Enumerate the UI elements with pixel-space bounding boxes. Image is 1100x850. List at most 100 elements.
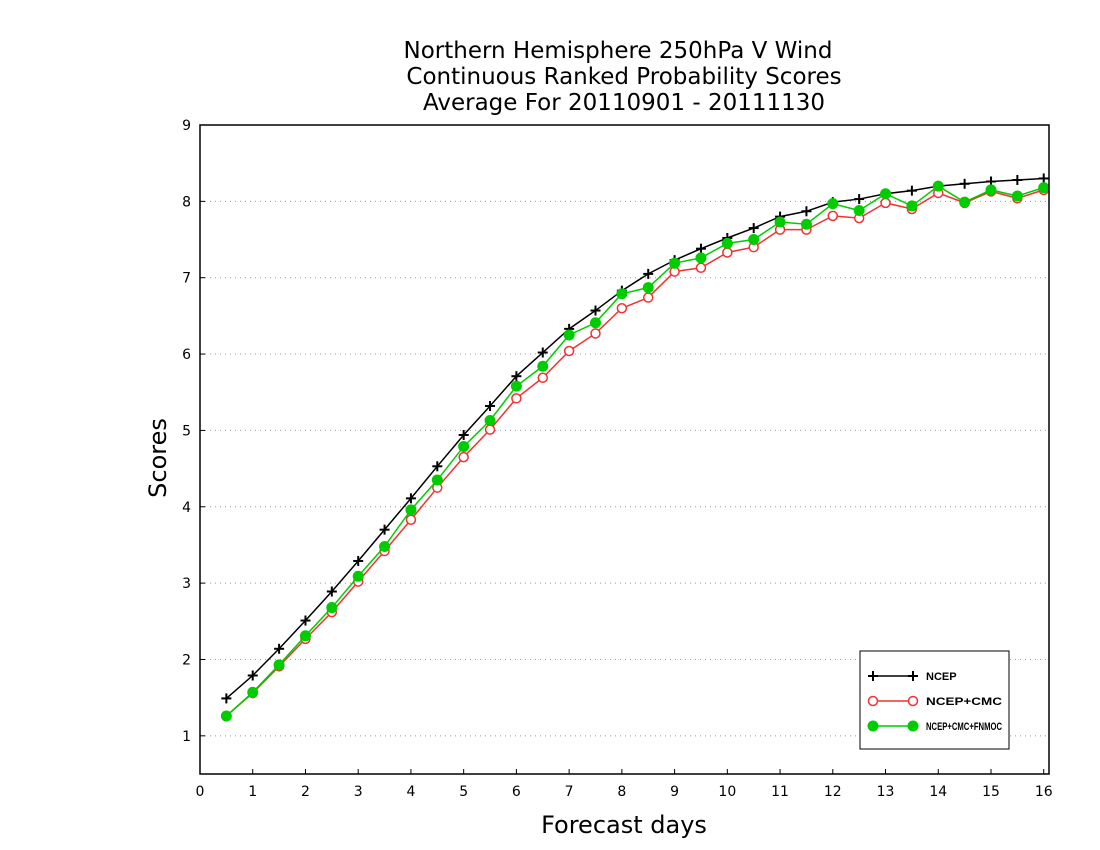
data-point (868, 671, 878, 681)
y-tick-label: 5 (182, 423, 191, 439)
y-tick-label: 3 (182, 576, 191, 592)
y-tick-label: 6 (182, 347, 191, 363)
x-tick-label: 3 (354, 784, 363, 800)
y-tick-label: 9 (182, 118, 191, 134)
data-point (748, 234, 760, 246)
plot-frame (199, 124, 1050, 775)
data-point (511, 393, 522, 404)
data-point (590, 328, 601, 339)
data-point (220, 710, 232, 722)
title-line-2: Continuous Ranked Probability Scores (406, 64, 841, 90)
data-point (299, 630, 311, 642)
data-point (484, 414, 496, 426)
data-point (405, 504, 417, 516)
data-point (642, 282, 654, 294)
data-point (880, 188, 892, 200)
data-point (537, 347, 548, 358)
data-point (352, 570, 364, 582)
x-tick-label: 11 (771, 784, 789, 800)
data-point (695, 262, 707, 274)
x-tick-label: 15 (982, 784, 1000, 800)
legend-item: NCEP+CMC (867, 695, 1002, 708)
data-point (774, 216, 786, 228)
data-point (748, 223, 759, 234)
data-point (458, 451, 469, 463)
y-tick-label: 2 (182, 652, 191, 668)
data-point (695, 252, 707, 264)
data-point (880, 197, 891, 209)
data-point (616, 288, 628, 300)
data-point (801, 206, 812, 217)
data-point (800, 218, 812, 230)
series-line (225, 185, 1044, 717)
data-point (353, 555, 364, 566)
y-tick-label: 1 (182, 729, 191, 745)
data-point (274, 643, 285, 654)
data-point (485, 400, 496, 411)
data-point (511, 371, 522, 382)
data-point (484, 424, 496, 435)
series-line (225, 189, 1044, 717)
data-point (589, 317, 601, 329)
x-axis-label: Forecast days (541, 811, 707, 839)
title-line-1: Northern Hemisphere 250hPa V Wind (404, 38, 833, 64)
data-point (563, 329, 575, 341)
data-point (379, 540, 391, 552)
x-tick-label: 5 (459, 784, 468, 800)
series-ncep-cmc (221, 184, 1049, 722)
y-tick-label: 8 (182, 194, 191, 210)
x-tick-label: 7 (565, 784, 574, 800)
legend-label: NCEP+CMC+FNMOC (926, 721, 1002, 733)
data-point (247, 670, 258, 681)
data-point (1012, 174, 1023, 185)
data-point (669, 257, 681, 269)
data-point (721, 237, 733, 249)
legend-label: NCEP (926, 671, 957, 683)
data-point (563, 345, 575, 357)
data-point (379, 524, 390, 535)
data-point (908, 671, 918, 681)
data-point (959, 178, 970, 189)
legend-item: NCEP (868, 671, 957, 683)
data-point (458, 429, 469, 440)
data-point (907, 695, 919, 707)
data-point (1038, 182, 1050, 194)
data-point (432, 461, 443, 472)
data-point (431, 474, 443, 486)
y-axis-label: Scores (144, 418, 172, 498)
data-point (1038, 173, 1049, 184)
data-point (642, 292, 654, 303)
x-tick-label: 0 (196, 784, 205, 800)
x-tick-label: 9 (670, 784, 679, 800)
x-tick-label: 8 (617, 784, 626, 800)
title-line-3: Average For 20110901 - 20111130 (423, 90, 825, 116)
legend-box (859, 650, 1010, 750)
series-ncep-cmc-fnmoc (220, 180, 1050, 722)
data-point (867, 720, 879, 732)
x-tick-label: 10 (718, 784, 736, 800)
y-tick-label: 4 (182, 500, 191, 516)
legend-label: NCEP+CMC (926, 696, 1002, 708)
data-point (326, 602, 338, 614)
data-point (907, 720, 919, 732)
data-point (906, 200, 918, 212)
x-tick-label: 14 (929, 784, 947, 800)
data-point (221, 693, 232, 704)
data-point (906, 185, 917, 196)
data-point (616, 302, 628, 314)
data-point (827, 198, 839, 210)
x-tick-label: 6 (512, 784, 521, 800)
data-point (537, 372, 549, 383)
data-point (867, 695, 879, 707)
data-point (405, 493, 416, 504)
data-point (827, 210, 839, 222)
data-point (273, 659, 285, 671)
y-axis-ticks: 1 2 3 4 5 6 7 8 9 (182, 118, 205, 745)
x-tick-label: 2 (301, 784, 310, 800)
x-tick-label: 16 (1035, 784, 1053, 800)
x-tick-label: 1 (248, 784, 257, 800)
data-point (510, 380, 522, 392)
x-tick-label: 4 (406, 784, 415, 800)
x-tick-label: 12 (824, 784, 842, 800)
